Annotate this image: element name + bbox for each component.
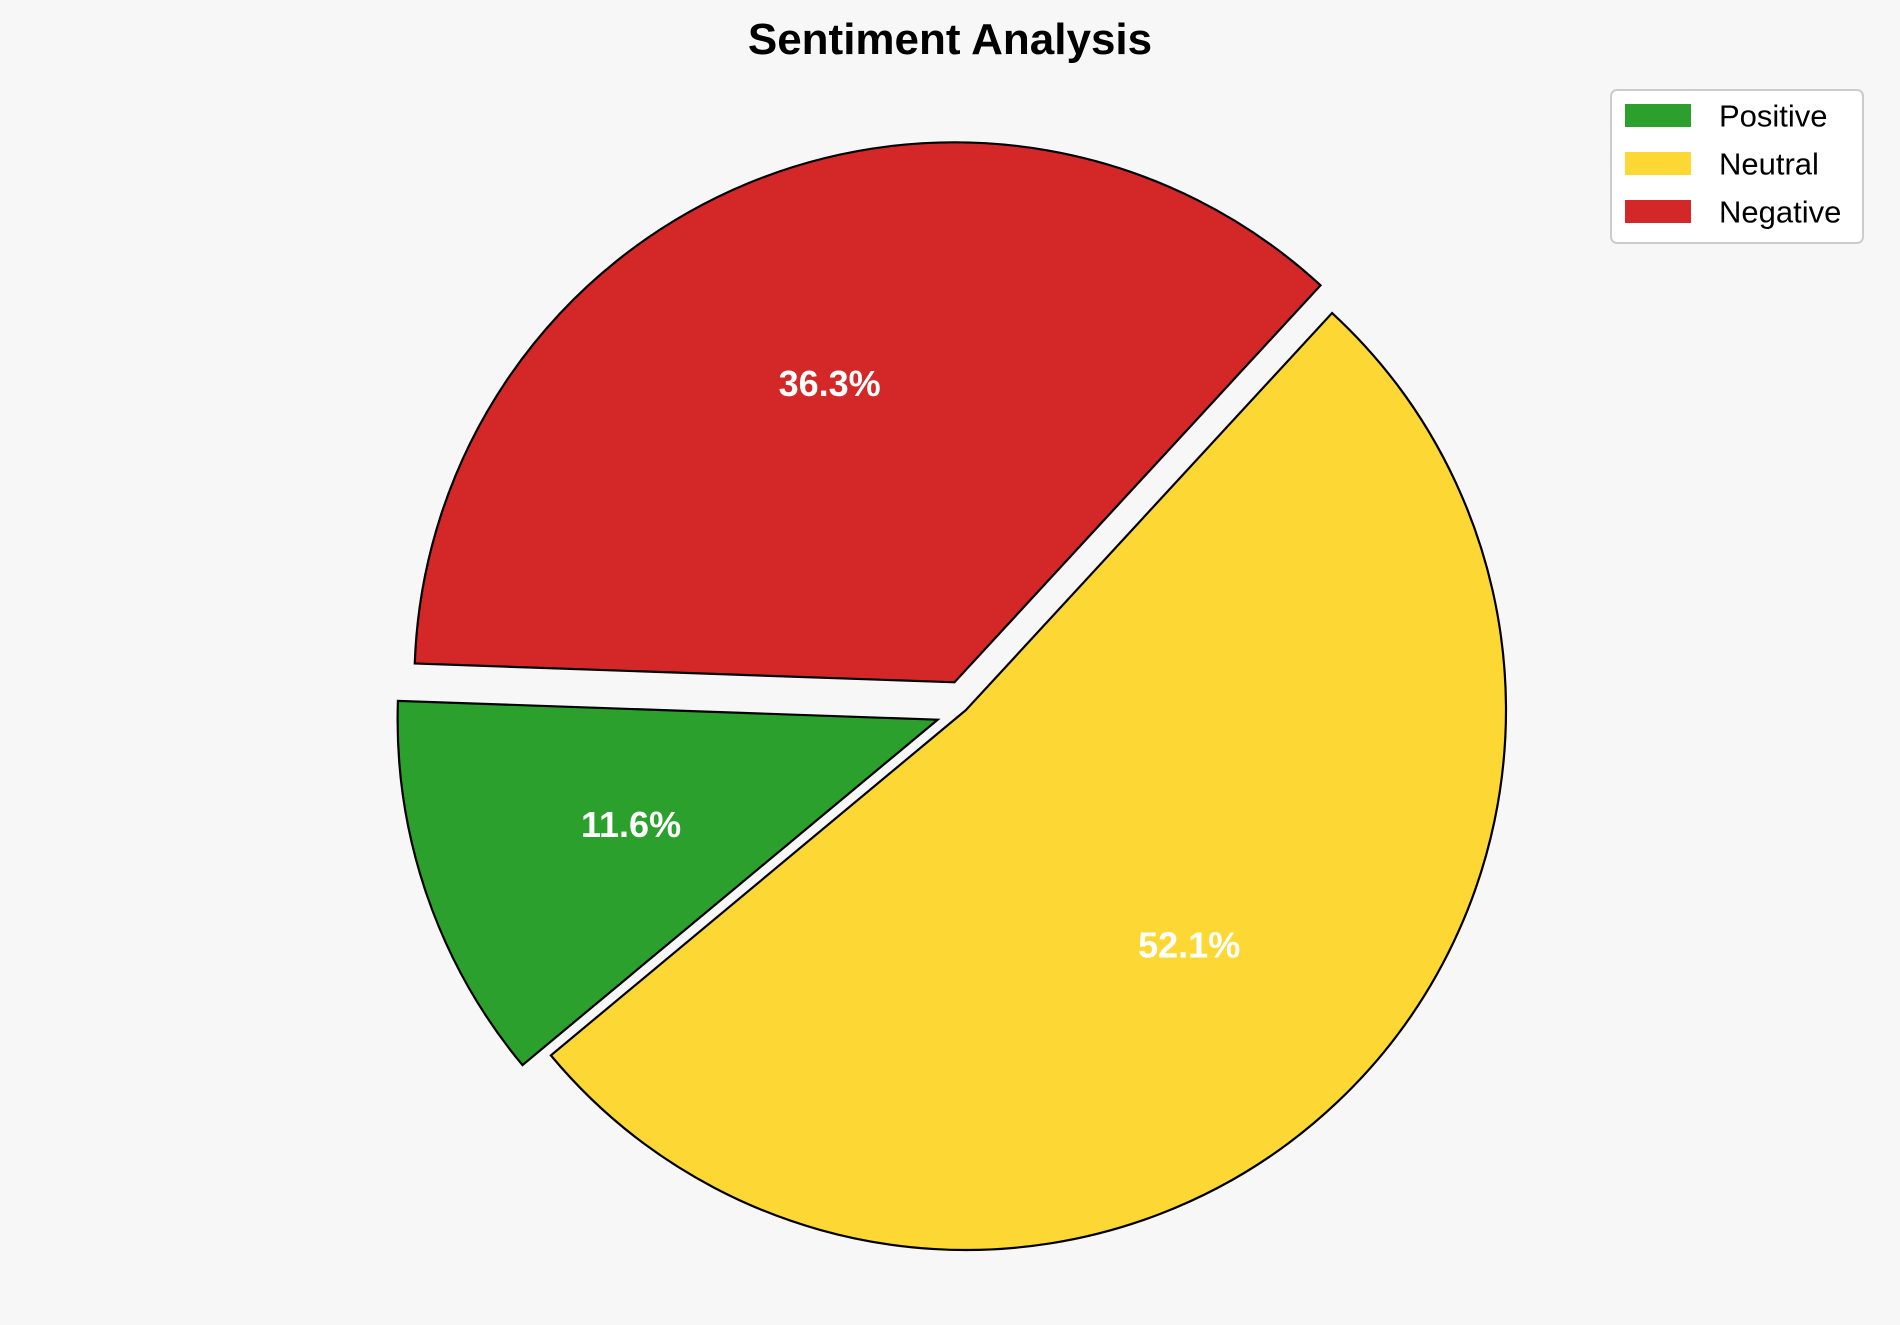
slice-labels: 11.6% 52.1% 36.3% bbox=[581, 363, 1240, 966]
legend-swatch-positive bbox=[1625, 104, 1691, 127]
pie-slices bbox=[396, 141, 1508, 1252]
legend-swatch-negative bbox=[1625, 200, 1691, 223]
pie-slice-negative bbox=[413, 141, 1323, 684]
legend-swatch-neutral bbox=[1625, 152, 1691, 175]
legend-items: Positive Neutral Negative bbox=[1625, 99, 1841, 230]
slice-label-neutral: 52.1% bbox=[1138, 924, 1240, 965]
legend-label-positive: Positive bbox=[1719, 99, 1828, 134]
pie-slice-positive bbox=[396, 699, 941, 1067]
slice-label-positive: 11.6% bbox=[581, 804, 681, 845]
legend-label-negative: Negative bbox=[1719, 195, 1841, 230]
legend: Positive Neutral Negative bbox=[1610, 89, 1864, 244]
legend-label-neutral: Neutral bbox=[1719, 147, 1819, 182]
chart-title: Sentiment Analysis bbox=[748, 15, 1152, 64]
pie-slice-neutral bbox=[549, 311, 1508, 1252]
slice-label-negative: 36.3% bbox=[779, 363, 881, 404]
